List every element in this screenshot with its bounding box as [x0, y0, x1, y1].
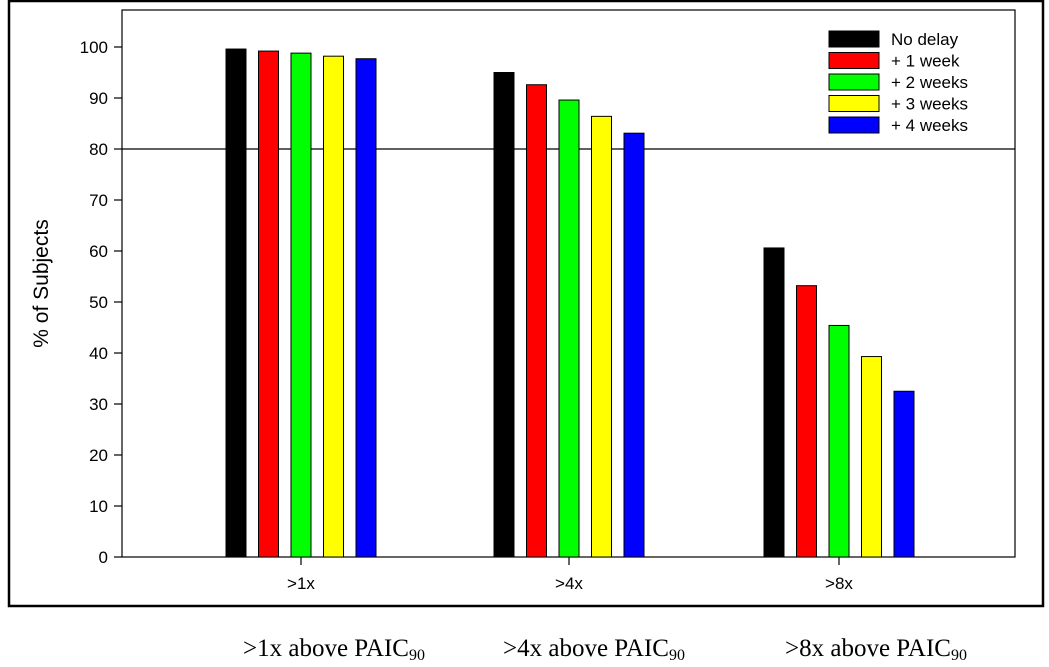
bar	[323, 55, 344, 558]
bar	[290, 52, 312, 558]
x-tick-label: >4x	[555, 574, 583, 593]
bar	[225, 48, 247, 558]
legend-label: No delay	[891, 30, 959, 49]
bar	[493, 72, 515, 558]
y-tick-label: 70	[89, 191, 108, 210]
bars	[225, 48, 915, 558]
bar	[861, 356, 882, 558]
y-tick-label: 80	[89, 140, 108, 159]
legend-label: + 2 weeks	[891, 73, 968, 92]
bar	[796, 285, 817, 558]
x-axis: >1x >4x >8x	[287, 557, 853, 593]
y-axis: 0 10 20 30 40 50 60 70 80 90 100	[80, 38, 122, 567]
y-tick-label: 60	[89, 242, 108, 261]
bar	[526, 84, 547, 558]
bar	[623, 132, 645, 558]
legend-swatch	[828, 73, 880, 91]
legend-label: + 4 weeks	[891, 116, 968, 135]
legend-swatch	[828, 116, 880, 134]
legend-label: + 1 week	[891, 52, 960, 71]
bar	[558, 99, 580, 558]
bar	[763, 247, 785, 558]
caption-4x: >4x above PAIC90	[503, 635, 685, 664]
bar	[258, 50, 279, 558]
bar	[828, 324, 850, 558]
legend-swatch	[828, 95, 880, 112]
y-tick-label: 10	[89, 497, 108, 516]
bar	[893, 390, 915, 558]
x-tick-label: >8x	[825, 574, 853, 593]
y-tick-label: 90	[89, 89, 108, 108]
y-tick-label: 0	[99, 548, 108, 567]
y-tick-label: 100	[80, 38, 108, 57]
legend: No delay + 1 week + 2 weeks + 3 weeks + 4 we…	[828, 30, 968, 135]
x-tick-label: >1x	[287, 574, 315, 593]
bar	[591, 115, 612, 558]
bar	[355, 58, 377, 558]
legend-swatch	[828, 52, 880, 69]
caption-1x: >1x above PAIC90	[243, 635, 425, 664]
legend-label: + 3 weeks	[891, 95, 968, 114]
y-tick-label: 20	[89, 446, 108, 465]
legend-swatch	[828, 30, 880, 48]
bar-chart: 0 10 20 30 40 50 60 70 80 90 100 >1x >4x >8x No dela…	[7, 0, 1045, 608]
caption-8x: >8x above PAIC90	[785, 635, 967, 664]
y-tick-label: 50	[89, 293, 108, 312]
y-axis-label: % of Subjects	[30, 219, 53, 347]
y-tick-label: 30	[89, 395, 108, 414]
y-tick-label: 40	[89, 344, 108, 363]
